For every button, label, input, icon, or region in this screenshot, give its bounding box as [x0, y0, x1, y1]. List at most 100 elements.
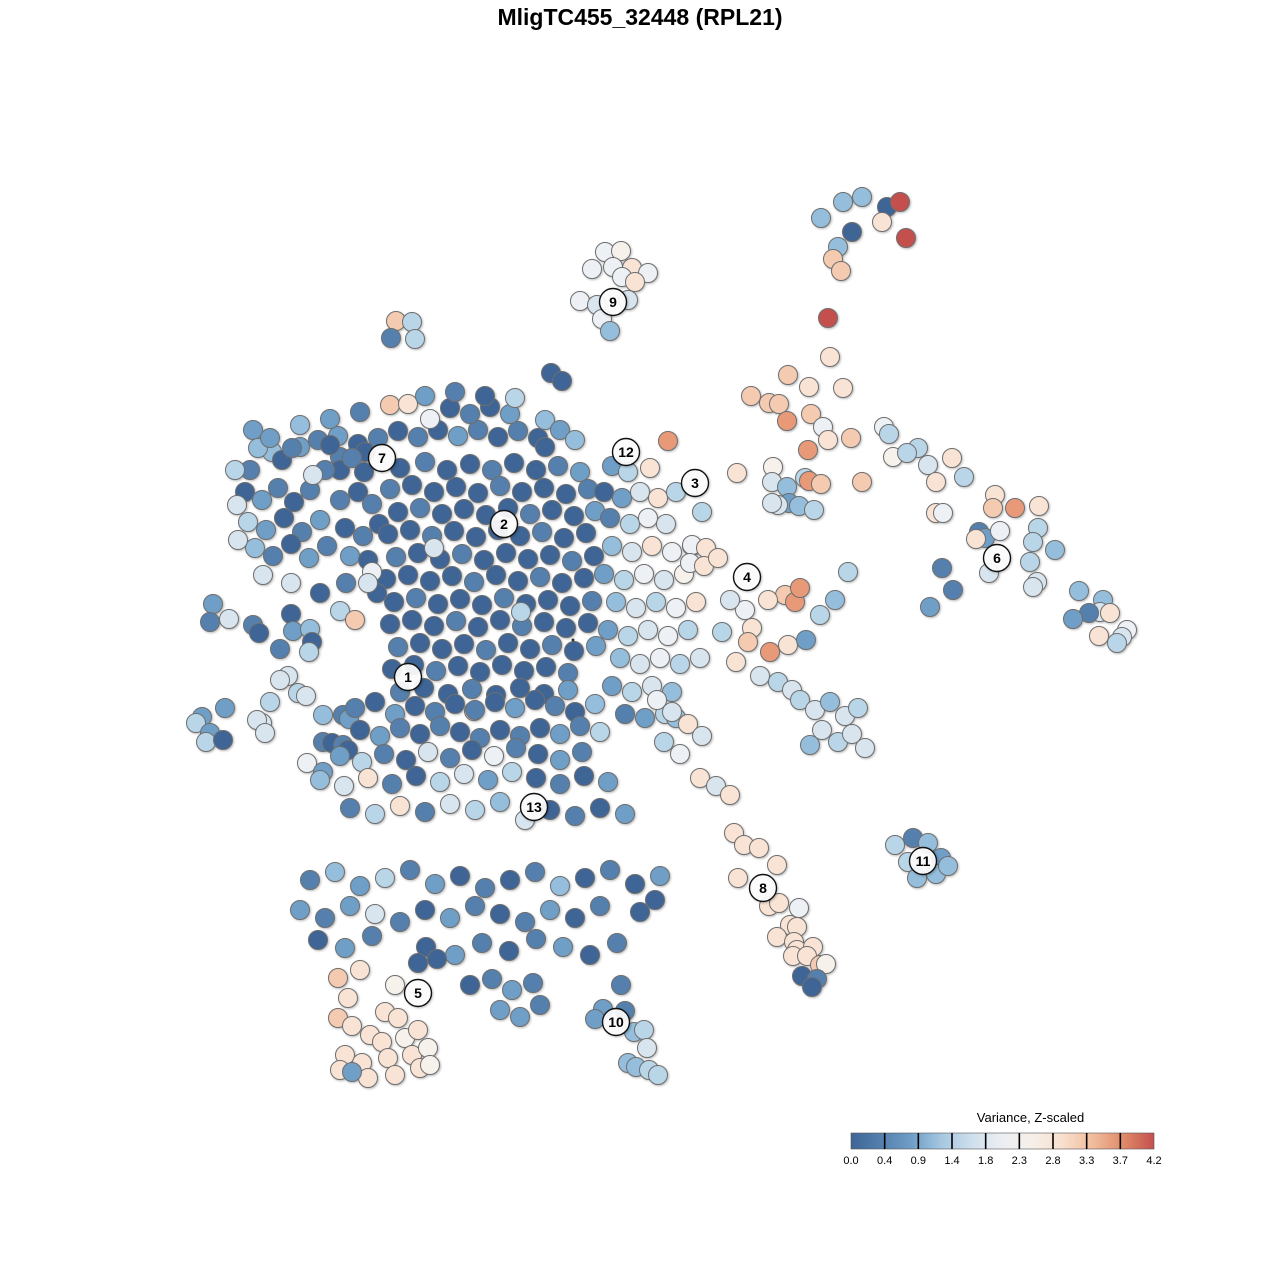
data-point [666, 598, 686, 618]
data-point [358, 768, 378, 788]
data-point [565, 908, 585, 928]
data-point [402, 475, 422, 495]
data-point [500, 870, 520, 890]
cluster-label-circle [393, 662, 423, 692]
data-point [706, 776, 726, 796]
data-point [260, 692, 280, 712]
data-point [358, 573, 378, 593]
data-point [614, 570, 634, 590]
data-point [281, 604, 301, 624]
data-point [638, 508, 658, 528]
data-point [380, 614, 400, 634]
cluster-label-circle [680, 468, 710, 498]
cluster-label-circle [489, 509, 519, 539]
data-point [890, 192, 910, 212]
data-point [798, 440, 818, 460]
data-point [386, 547, 406, 567]
cluster-label-9: 9 [598, 287, 628, 317]
data-point [576, 523, 596, 543]
data-point [325, 862, 345, 882]
data-point [290, 415, 310, 435]
data-point [215, 698, 235, 718]
data-point [525, 690, 545, 710]
data-point [378, 524, 398, 544]
colorbar-legend: Variance, Z-scaled 0.0 0.4 0.9 1.4 1.8 2.3 2.8 3… [843, 1110, 1161, 1167]
data-point [342, 1016, 362, 1036]
data-point [606, 592, 626, 612]
data-point [526, 460, 546, 480]
data-point [310, 510, 330, 530]
data-point [460, 975, 480, 995]
data-point [296, 686, 316, 706]
data-point [550, 420, 570, 440]
cluster-label-1: 1 [393, 662, 423, 692]
data-point [570, 291, 590, 311]
data-point [564, 641, 584, 661]
data-point [390, 718, 410, 738]
data-point [800, 735, 820, 755]
data-point [499, 941, 519, 961]
data-point [607, 933, 627, 953]
data-point [415, 802, 435, 822]
data-point [400, 860, 420, 880]
cluster-label-text: 7 [378, 450, 386, 466]
data-point [556, 484, 576, 504]
data-point [498, 633, 518, 653]
data-point [274, 508, 294, 528]
data-point [320, 435, 340, 455]
data-point [790, 690, 810, 710]
cluster-label-circle [611, 437, 641, 467]
data-point [920, 597, 940, 617]
data-point [554, 528, 574, 548]
data-point [670, 744, 690, 764]
data-point [334, 776, 354, 796]
data-point [897, 443, 917, 463]
data-point [810, 605, 830, 625]
data-point [789, 898, 809, 918]
data-point [448, 426, 468, 446]
data-point [558, 680, 578, 700]
data-point [635, 708, 655, 728]
data-point [388, 502, 408, 522]
data-point [281, 534, 301, 554]
data-point [330, 746, 350, 766]
data-point [833, 192, 853, 212]
data-point [550, 876, 570, 896]
data-point [932, 558, 952, 578]
data-point [825, 590, 845, 610]
data-point [598, 620, 618, 640]
data-point [749, 838, 769, 858]
data-points [186, 187, 1137, 1088]
data-point [634, 564, 654, 584]
data-point [926, 472, 946, 492]
data-point [490, 476, 510, 496]
cluster-label-text: 2 [500, 516, 508, 532]
data-point [538, 590, 558, 610]
data-point [450, 589, 470, 609]
data-point [570, 716, 590, 736]
page-title: MligTC455_32448 (RPL21) [497, 4, 783, 30]
data-point [590, 896, 610, 916]
data-point [445, 694, 465, 714]
data-point [625, 874, 645, 894]
data-point [647, 690, 667, 710]
cluster-label-11: 11 [908, 846, 938, 876]
data-point [594, 564, 614, 584]
data-point [741, 386, 761, 406]
data-point [833, 378, 853, 398]
data-point [678, 714, 698, 734]
legend-tick-label: 0.4 [877, 1155, 892, 1167]
data-point [841, 428, 861, 448]
data-point [505, 698, 525, 718]
data-point [378, 1048, 398, 1068]
data-point [408, 1020, 428, 1040]
data-point [504, 453, 524, 473]
data-point [450, 866, 470, 886]
data-point [465, 800, 485, 820]
data-point [1069, 581, 1089, 601]
data-point [584, 546, 604, 566]
data-point [388, 421, 408, 441]
data-point [670, 654, 690, 674]
data-point [474, 550, 494, 570]
data-point [350, 720, 370, 740]
